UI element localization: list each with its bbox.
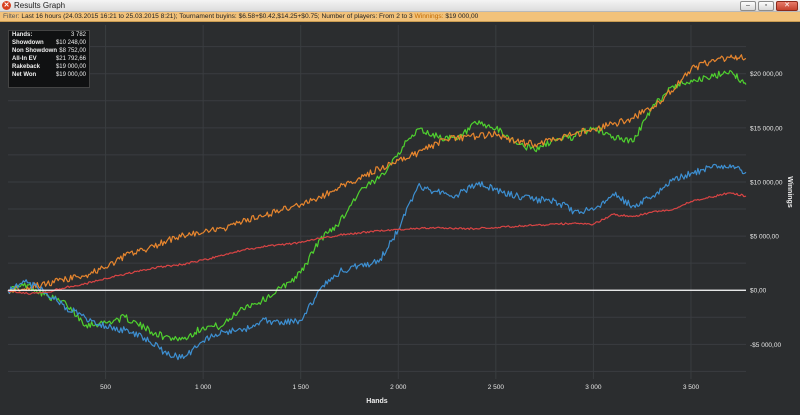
x-tick-label: 3 500	[683, 384, 700, 391]
x-tick-label: 3 000	[585, 384, 602, 391]
series-line-net-won	[7, 69, 747, 342]
stat-row-showdown: Showdown $10 248,00	[9, 39, 89, 47]
x-axis-title: Hands	[366, 398, 388, 405]
stat-value: $19 000,00	[55, 72, 86, 78]
filter-label: Filter:	[3, 13, 20, 20]
stat-value: $19 000,00	[55, 64, 86, 70]
x-tick-label: 2 500	[488, 384, 505, 391]
y-tick-label: $15 000,00	[750, 125, 783, 132]
stat-row-hands: Hands: 3 782	[9, 31, 89, 39]
y-tick-label: $5 000,00	[750, 234, 779, 241]
y-tick-label: $20 000,00	[750, 71, 783, 78]
stat-row-rakeback: Rakeback $19 000,00	[9, 63, 89, 71]
results-chart: 500 1 000 1 500 2 000 2 500 3 000 3 500 -$5 000…	[0, 23, 800, 415]
stat-row-non-showdown: Non Showdown $8 752,00	[9, 47, 89, 55]
x-tick-label: 2 000	[390, 384, 407, 391]
stat-row-net-won: Net Won $19 000,00	[9, 71, 89, 79]
stat-label: Showdown	[12, 40, 44, 46]
window-title: Results Graph	[14, 1, 66, 10]
stat-label: Net Won	[12, 72, 37, 78]
x-tick-label: 500	[100, 384, 111, 391]
title-bar: ✕ Results Graph – ▫ ✕	[0, 0, 800, 12]
stat-value: $10 248,00	[55, 40, 86, 46]
stat-row-all-in-ev: All-In EV $21 792,66	[9, 55, 89, 63]
y-tick-label: $10 000,00	[750, 179, 783, 186]
y-axis-title: Winnings	[786, 176, 793, 208]
x-tick-label: 1 000	[195, 384, 212, 391]
window-controls: – ▫ ✕	[740, 1, 798, 11]
series-line-all-in-ev	[7, 54, 747, 295]
y-tick-label: -$5 000,00	[750, 342, 781, 349]
filter-bar: Filter: Last 16 hours (24.03.2015 16:21 …	[0, 12, 800, 22]
filter-text: Last 16 hours (24.03.2015 16:21 to 25.03…	[21, 13, 413, 20]
series-line-showdown	[7, 163, 747, 361]
stat-label: All-In EV	[12, 56, 37, 62]
stat-value: 3 782	[70, 32, 86, 38]
stat-value: $8 752,00	[59, 48, 86, 54]
results-chart-svg: 500 1 000 1 500 2 000 2 500 3 000 3 500 -$5 000…	[7, 25, 793, 405]
stat-value: $21 792,66	[55, 56, 86, 62]
series-line-non-showdown	[7, 192, 747, 295]
stats-panel: Hands: 3 782 Showdown $10 248,00 Non Showd…	[8, 30, 90, 88]
filter-winnings-value: $19 000,00	[445, 13, 479, 20]
y-tick-label: $0,00	[750, 288, 767, 295]
minimize-icon[interactable]: –	[740, 1, 756, 11]
stat-label: Non Showdown	[12, 48, 57, 54]
stat-label: Rakeback	[12, 64, 41, 70]
maximize-icon[interactable]: ▫	[758, 1, 774, 11]
logo-icon: ✕	[2, 1, 11, 10]
stat-label: Hands:	[12, 32, 33, 38]
close-icon[interactable]: ✕	[776, 1, 798, 11]
filter-winnings-label: Winnings:	[414, 13, 444, 20]
x-tick-label: 1 500	[293, 384, 310, 391]
